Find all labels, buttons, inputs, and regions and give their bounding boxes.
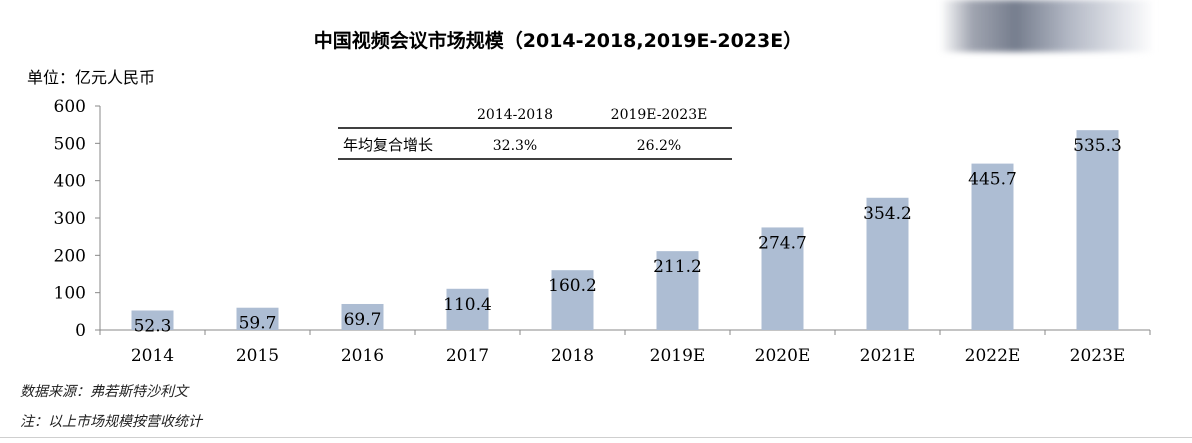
- bar: [866, 197, 909, 330]
- table-value: 32.3%: [493, 138, 537, 154]
- bar: [1076, 130, 1119, 330]
- data-label: 160.2: [548, 276, 597, 296]
- source-note: 数据来源：弗若斯特沙利文: [20, 384, 188, 400]
- bar: [551, 270, 594, 330]
- table-row-label: 年均复合增长: [343, 136, 433, 154]
- bottom-divider: [0, 437, 1192, 438]
- axes: 0 100 200 300 400 500 600 2014 2015 2016 2017 2018 2…: [54, 97, 1151, 366]
- x-tick-label: 2023E: [1070, 346, 1126, 366]
- growth-table: 2014-2018 2019E-2023E 年均复合增长 32.3% 26.2%: [338, 107, 732, 160]
- data-label: 69.7: [344, 310, 382, 330]
- x-tick-label: 2019E: [650, 346, 706, 366]
- unit-label: 单位：亿元人民币: [27, 68, 156, 87]
- x-tick-label: 2017: [446, 346, 489, 366]
- data-labels: 52.3 59.7 69.7 110.4 160.2 211.2 274.7 354.2 445…: [134, 136, 1122, 336]
- footnote: 注：以上市场规模按营收统计: [20, 414, 202, 430]
- x-tick-label: 2016: [341, 346, 384, 366]
- bar: [971, 163, 1014, 330]
- bars: [131, 130, 1119, 330]
- x-tick-label: 2021E: [860, 346, 916, 366]
- table-header: 2019E-2023E: [611, 107, 708, 123]
- y-tick-label: 0: [75, 321, 86, 341]
- y-tick-label: 500: [54, 134, 86, 154]
- y-tick-label: 600: [54, 97, 86, 117]
- table-value: 26.2%: [637, 138, 681, 154]
- bar: [761, 227, 804, 330]
- x-tick-label: 2015: [236, 346, 279, 366]
- blurred-watermark: [940, 0, 1155, 52]
- x-tick-label: 2014: [131, 346, 174, 366]
- data-label: 52.3: [134, 316, 172, 336]
- data-label: 354.2: [863, 204, 912, 224]
- x-tick-label: 2022E: [965, 346, 1021, 366]
- chart-title: 中国视频会议市场规模（2014-2018,2019E-2023E）: [313, 30, 803, 52]
- data-label: 110.4: [443, 295, 492, 315]
- bar: [341, 303, 384, 330]
- bar: [446, 288, 489, 330]
- table-header: 2014-2018: [477, 107, 553, 123]
- x-tick-label: 2020E: [755, 346, 811, 366]
- data-label: 211.2: [653, 257, 702, 277]
- data-label: 274.7: [758, 233, 807, 253]
- x-tick-label: 2018: [551, 346, 594, 366]
- data-label: 59.7: [239, 314, 277, 334]
- bar: [131, 310, 174, 330]
- data-label: 535.3: [1073, 136, 1122, 156]
- bar: [236, 307, 279, 330]
- y-tick-label: 300: [54, 209, 86, 229]
- data-label: 445.7: [968, 170, 1017, 190]
- y-tick-label: 400: [54, 172, 86, 192]
- y-tick-label: 200: [54, 246, 86, 266]
- bar: [656, 251, 699, 330]
- y-tick-label: 100: [54, 284, 86, 304]
